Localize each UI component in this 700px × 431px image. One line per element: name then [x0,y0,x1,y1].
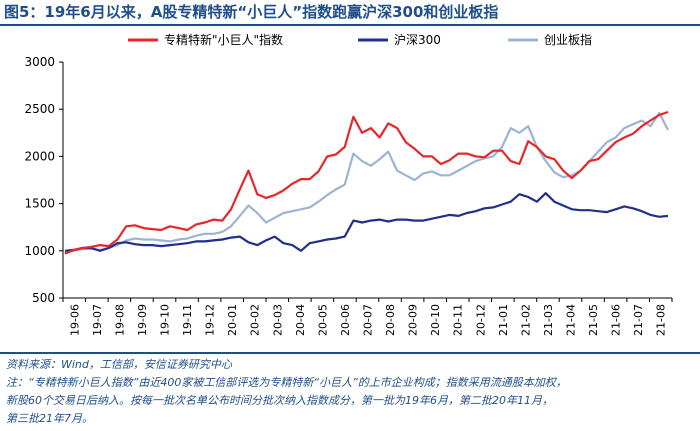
x-tick-label: 21-02 [519,304,532,336]
x-tick-label: 19-08 [113,304,126,336]
chart-legend: 专精特新"小巨人"指数 沪深300 创业板指 [128,32,592,47]
x-tick-label: 21-06 [610,304,623,336]
x-tick-label: 20-08 [384,304,397,336]
series-line-2 [64,111,669,254]
x-tick-label: 20-06 [339,304,352,336]
x-axis: 19-06 19-07 19-08 19-09 19-10 19-11 19-12 20-01… [62,297,673,336]
footnote: 注：“专精特新小巨人指数”由近400家被工信部评选为专精特新“小巨人”的上市企业… [6,374,696,428]
footnote-line: 第三批21年7月。 [6,412,93,425]
y-tick-label: 3000 [24,55,55,69]
x-tick-label: 21-04 [565,304,578,336]
x-tick-label: 21-05 [587,304,600,336]
x-tick-label: 20-12 [474,304,487,336]
x-tick-label: 19-07 [91,304,104,336]
x-tick-label: 19-10 [159,304,172,336]
legend-label: 沪深300 [394,33,441,47]
series-line-0 [64,110,669,255]
x-tick-label: 21-07 [632,304,645,336]
y-tick-label: 1500 [24,197,55,211]
y-axis: 3000 2500 2000 1500 1000 500 [24,55,64,305]
footnote-line: 新股60个交易日后纳入。按每一批次名单公布时间分批次纳入指数成分，第一批为19年… [6,394,553,407]
y-tick-label: 2000 [24,149,55,163]
chart-series [64,110,669,255]
x-tick-label: 20-09 [407,304,420,336]
figure-title: 图5：19年6月以来，A股专精特新“小巨人”指数跑赢沪深300和创业板指 [0,0,700,26]
x-tick-label: 20-10 [429,304,442,336]
x-tick-label: 20-05 [316,304,329,336]
source-text: 资料来源：Wind，工信部，安信证券研究中心 [6,358,232,371]
x-tick-label: 21-01 [497,304,510,336]
x-tick-label: 19-11 [181,304,194,336]
x-tick-label: 19-06 [68,304,81,336]
legend-label: 创业板指 [544,32,592,47]
series-line-1 [64,192,669,252]
x-tick-label: 20-01 [226,304,239,336]
x-tick-label: 20-03 [271,304,284,336]
y-tick-label: 1000 [24,244,55,258]
footnote-line: 注：“专精特新小巨人指数”由近400家被工信部评选为专精特新“小巨人”的上市企业… [6,376,567,389]
x-tick-label: 19-12 [204,304,217,336]
y-tick-label: 500 [32,291,55,305]
x-tick-label: 20-07 [362,304,375,336]
x-tick-label: 20-02 [249,304,262,336]
source-divider [0,352,700,354]
legend-label: 专精特新"小巨人"指数 [164,32,283,47]
y-tick-label: 2500 [24,102,55,116]
x-tick-label: 21-03 [542,304,555,336]
x-tick-label: 19-09 [136,304,149,336]
x-tick-label: 20-04 [294,304,307,336]
x-tick-label: 21-08 [655,304,668,336]
line-chart: 专精特新"小巨人"指数 沪深300 创业板指 3000 2500 2000 1500 100… [24,32,673,336]
x-tick-label: 20-11 [452,304,465,336]
